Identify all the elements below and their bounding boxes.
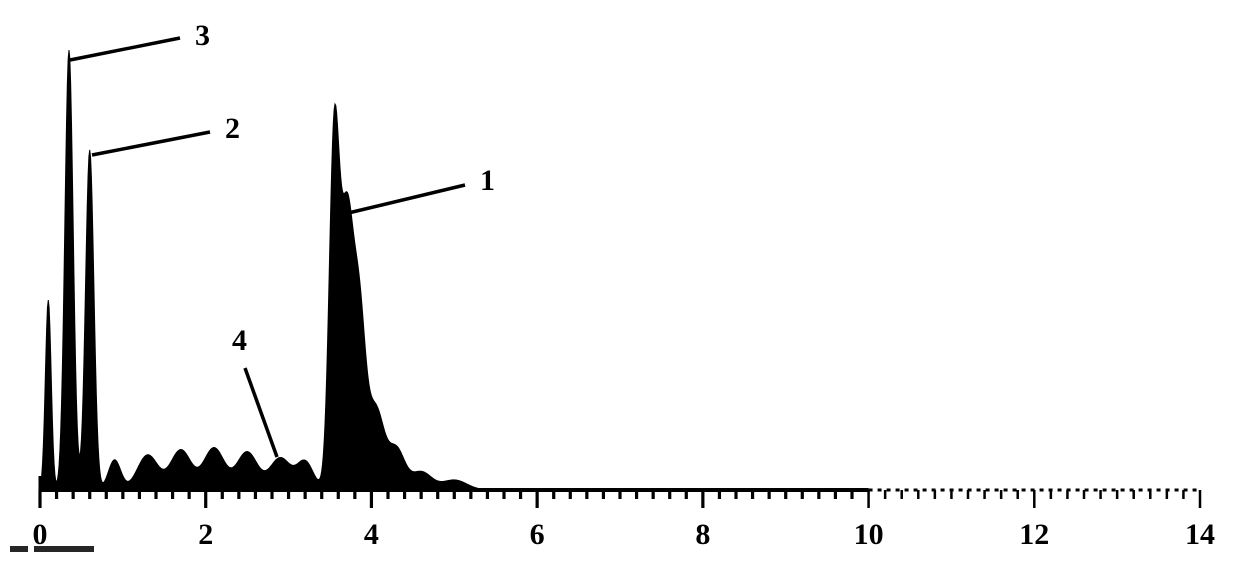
x-tick-label: 8 <box>695 518 710 551</box>
x-tick-label: 2 <box>198 518 213 551</box>
x-tick-label: 4 <box>364 518 379 551</box>
annotation-label-1: 1 <box>480 164 495 197</box>
annotation-label-2: 2 <box>225 112 240 145</box>
x-tick-label: 6 <box>530 518 545 551</box>
x-tick-label: 10 <box>854 518 884 551</box>
spectrum-chart: 024681012143214 <box>0 0 1240 567</box>
x-tick-label: 12 <box>1019 518 1049 551</box>
x-tick-label: 14 <box>1185 518 1215 551</box>
annotation-label-4: 4 <box>232 324 247 357</box>
annotation-label-3: 3 <box>195 19 210 52</box>
